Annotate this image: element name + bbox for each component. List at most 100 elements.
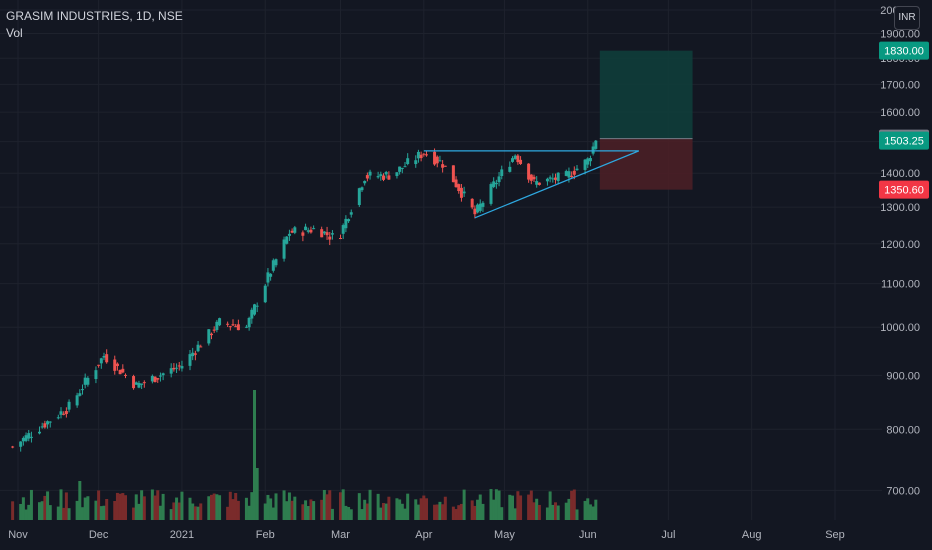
volume-bar bbox=[94, 500, 98, 520]
volume-bar bbox=[210, 494, 213, 520]
volume-bar bbox=[86, 496, 90, 520]
candle-body bbox=[416, 151, 420, 159]
volume-bar bbox=[231, 499, 235, 520]
candle-body bbox=[172, 367, 176, 370]
volume-bar bbox=[379, 507, 383, 520]
volume-bar bbox=[153, 495, 157, 520]
volume-bar bbox=[400, 503, 404, 520]
volume-bar bbox=[142, 496, 146, 520]
candle-body bbox=[322, 231, 326, 234]
volume-bar bbox=[564, 502, 568, 520]
price-tick-label: 800.00 bbox=[886, 424, 920, 436]
volume-bar bbox=[454, 509, 458, 520]
time-tick-label: Jun bbox=[579, 529, 597, 541]
volume-bar bbox=[271, 507, 275, 520]
candle-body bbox=[269, 273, 273, 277]
price-badge-label: 1350.60 bbox=[884, 185, 924, 197]
candle-body bbox=[535, 181, 539, 185]
candle-body bbox=[266, 272, 270, 283]
volume-bar bbox=[121, 493, 125, 520]
candle-body bbox=[532, 176, 536, 180]
volume-bar bbox=[19, 503, 23, 520]
volume-bar bbox=[322, 489, 326, 520]
volume-bar bbox=[132, 507, 136, 520]
candle-body bbox=[551, 178, 555, 180]
candle-body bbox=[29, 436, 33, 438]
candle-body bbox=[48, 421, 52, 423]
candle-body bbox=[19, 441, 23, 447]
volume-bar bbox=[301, 504, 305, 520]
volume-bar bbox=[193, 506, 197, 520]
volume-bar bbox=[382, 502, 385, 520]
candle-body bbox=[330, 233, 334, 235]
volume-bar bbox=[274, 493, 278, 520]
candle-body bbox=[193, 353, 197, 355]
price-tick-label: 1600.00 bbox=[880, 107, 920, 119]
candle-body bbox=[583, 159, 587, 170]
candle-body bbox=[274, 259, 278, 266]
pattern-lines[interactable] bbox=[423, 150, 640, 219]
volume-bar bbox=[27, 504, 31, 520]
candle-body bbox=[497, 176, 501, 183]
time-axis[interactable]: Nov Dec 2021 Feb Mar Apr May Jun Jul Aug Sep bbox=[8, 529, 845, 541]
candle-body bbox=[75, 395, 79, 406]
candle-body bbox=[478, 203, 482, 211]
volume-bar bbox=[403, 508, 407, 520]
volume-bar bbox=[384, 503, 388, 520]
candle-body bbox=[384, 171, 388, 175]
price-tick-label: 1000.00 bbox=[880, 322, 920, 334]
volume-bar bbox=[527, 494, 531, 520]
volume-bar bbox=[572, 489, 576, 520]
candlesticks bbox=[11, 140, 598, 452]
volume-bar bbox=[64, 492, 68, 520]
candle-body bbox=[236, 324, 240, 331]
currency-button[interactable]: INR bbox=[894, 6, 920, 30]
candle-body bbox=[425, 154, 428, 156]
volume-bar bbox=[312, 501, 316, 520]
candle-body bbox=[94, 370, 98, 380]
volume-bar bbox=[218, 495, 222, 520]
candle-body bbox=[363, 180, 367, 184]
candle-body bbox=[124, 374, 127, 376]
volume-bar bbox=[175, 497, 179, 520]
volume-bar bbox=[511, 495, 514, 520]
candle-body bbox=[365, 175, 369, 179]
candle-body bbox=[78, 393, 82, 396]
candle-body bbox=[150, 375, 154, 382]
volume-bar bbox=[309, 499, 313, 520]
volume-bar bbox=[150, 489, 154, 520]
volume-bar bbox=[97, 490, 101, 520]
candle-body bbox=[175, 367, 179, 369]
candle-body bbox=[508, 166, 512, 172]
volume-bar bbox=[365, 503, 369, 520]
volume-bar bbox=[180, 491, 184, 520]
volume-bar bbox=[169, 509, 173, 520]
candle-body bbox=[169, 368, 173, 374]
candle-body bbox=[443, 165, 447, 167]
volume-bar bbox=[236, 500, 240, 520]
target-zone bbox=[599, 50, 693, 139]
volume-bar bbox=[545, 507, 549, 520]
volume-bar bbox=[481, 503, 485, 520]
candle-body bbox=[473, 208, 477, 215]
volume-bar bbox=[419, 498, 423, 520]
candle-body bbox=[368, 171, 372, 176]
price-badge bbox=[879, 131, 929, 150]
candle-body bbox=[586, 158, 590, 165]
volume-bar bbox=[102, 505, 106, 520]
volume-bar bbox=[115, 492, 119, 520]
price-axis[interactable]: 700.00 800.00 900.00 1000.00 1100.00 1200.00 1… bbox=[880, 5, 920, 497]
candle-body bbox=[290, 230, 294, 233]
symbol-title[interactable]: GRASIM INDUSTRIES, 1D, NSE bbox=[6, 9, 183, 23]
volume-bar bbox=[376, 493, 380, 520]
candle-body bbox=[191, 352, 195, 357]
volume-bar bbox=[38, 502, 41, 520]
volume-bar bbox=[46, 491, 50, 520]
volume-label[interactable]: Vol bbox=[6, 26, 23, 40]
candle-body bbox=[59, 411, 63, 415]
candle-body bbox=[433, 151, 437, 165]
volume-bar bbox=[363, 499, 367, 520]
volume-bar bbox=[508, 494, 512, 520]
volume-bar bbox=[67, 508, 71, 520]
